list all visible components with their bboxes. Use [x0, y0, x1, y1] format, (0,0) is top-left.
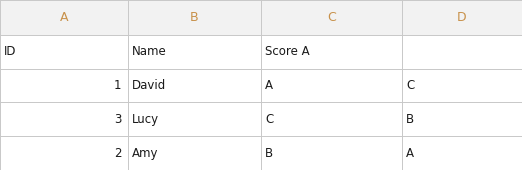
Text: A: A — [60, 11, 68, 24]
Text: C: C — [327, 11, 336, 24]
Text: Lucy: Lucy — [132, 113, 159, 126]
Text: B: B — [406, 113, 414, 126]
Text: 3: 3 — [114, 113, 122, 126]
Text: D: D — [457, 11, 467, 24]
Bar — [0, 35, 522, 69]
Bar — [0, 136, 522, 170]
Text: C: C — [406, 79, 414, 92]
Bar — [0, 0, 522, 35]
Text: Amy: Amy — [132, 147, 159, 160]
Text: David: David — [132, 79, 167, 92]
Text: A: A — [406, 147, 414, 160]
Text: B: B — [265, 147, 274, 160]
Text: A: A — [265, 79, 273, 92]
Bar — [0, 102, 522, 136]
Text: Name: Name — [132, 45, 167, 58]
Text: B: B — [190, 11, 199, 24]
Bar — [0, 69, 522, 102]
Text: ID: ID — [4, 45, 17, 58]
Text: C: C — [265, 113, 274, 126]
Text: Score A: Score A — [265, 45, 310, 58]
Text: 1: 1 — [114, 79, 122, 92]
Text: 2: 2 — [114, 147, 122, 160]
